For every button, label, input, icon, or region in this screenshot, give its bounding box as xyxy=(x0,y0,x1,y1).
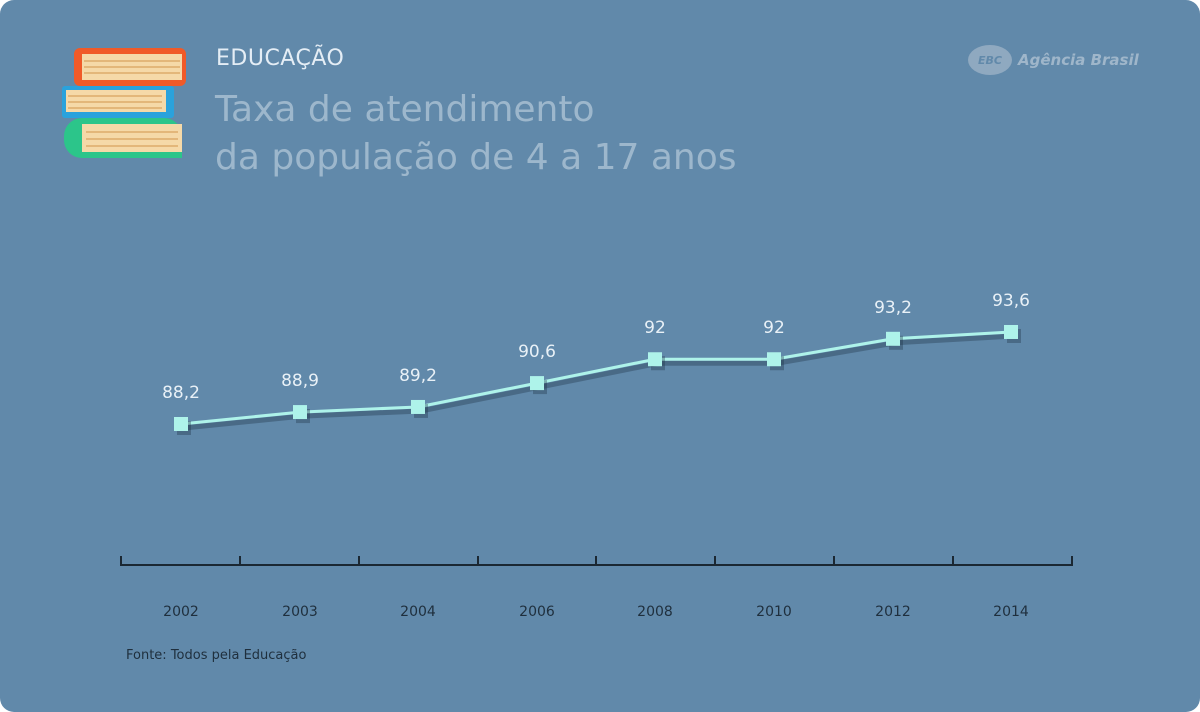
data-label: 88,9 xyxy=(281,371,319,391)
x-tick-label: 2002 xyxy=(163,604,199,620)
data-point xyxy=(648,352,662,367)
x-tick-label: 2014 xyxy=(993,604,1029,620)
chart-title: Taxa de atendimento da população de 4 a … xyxy=(215,86,915,182)
data-point xyxy=(886,331,900,346)
x-tick-label: 2010 xyxy=(756,604,792,620)
data-label: 88,2 xyxy=(162,383,200,403)
books-icon xyxy=(62,48,186,158)
x-tick-label: 2012 xyxy=(875,604,911,620)
data-point xyxy=(411,399,425,414)
x-tick-label: 2008 xyxy=(637,604,673,620)
data-label: 92 xyxy=(644,318,666,338)
category-label: EDUCAÇÃO xyxy=(216,46,345,71)
data-label: 90,6 xyxy=(518,342,556,362)
series-line-shadow xyxy=(183,333,1015,431)
source-note: Fonte: Todos pela Educação xyxy=(126,648,307,663)
data-label: 93,6 xyxy=(992,291,1030,311)
chart-title-line-2: da população de 4 a 17 anos xyxy=(215,137,737,178)
brand: EBC Agência Brasil xyxy=(968,42,1139,78)
data-label: 92 xyxy=(763,318,785,338)
x-tick-label: 2003 xyxy=(282,604,318,620)
data-label: 93,2 xyxy=(874,298,912,318)
brand-name: Agência Brasil xyxy=(1018,51,1139,69)
x-tick-label: 2006 xyxy=(519,604,555,620)
data-point xyxy=(1004,324,1018,339)
chart-title-line-1: Taxa de atendimento xyxy=(215,89,595,130)
data-point xyxy=(767,352,781,367)
x-tick-label: 2004 xyxy=(400,604,436,620)
data-point xyxy=(530,376,544,391)
ebc-logo: EBC xyxy=(968,45,1012,75)
data-point xyxy=(293,405,307,420)
data-label: 89,2 xyxy=(399,366,437,386)
series-line xyxy=(180,330,1012,426)
data-point xyxy=(174,417,188,431)
